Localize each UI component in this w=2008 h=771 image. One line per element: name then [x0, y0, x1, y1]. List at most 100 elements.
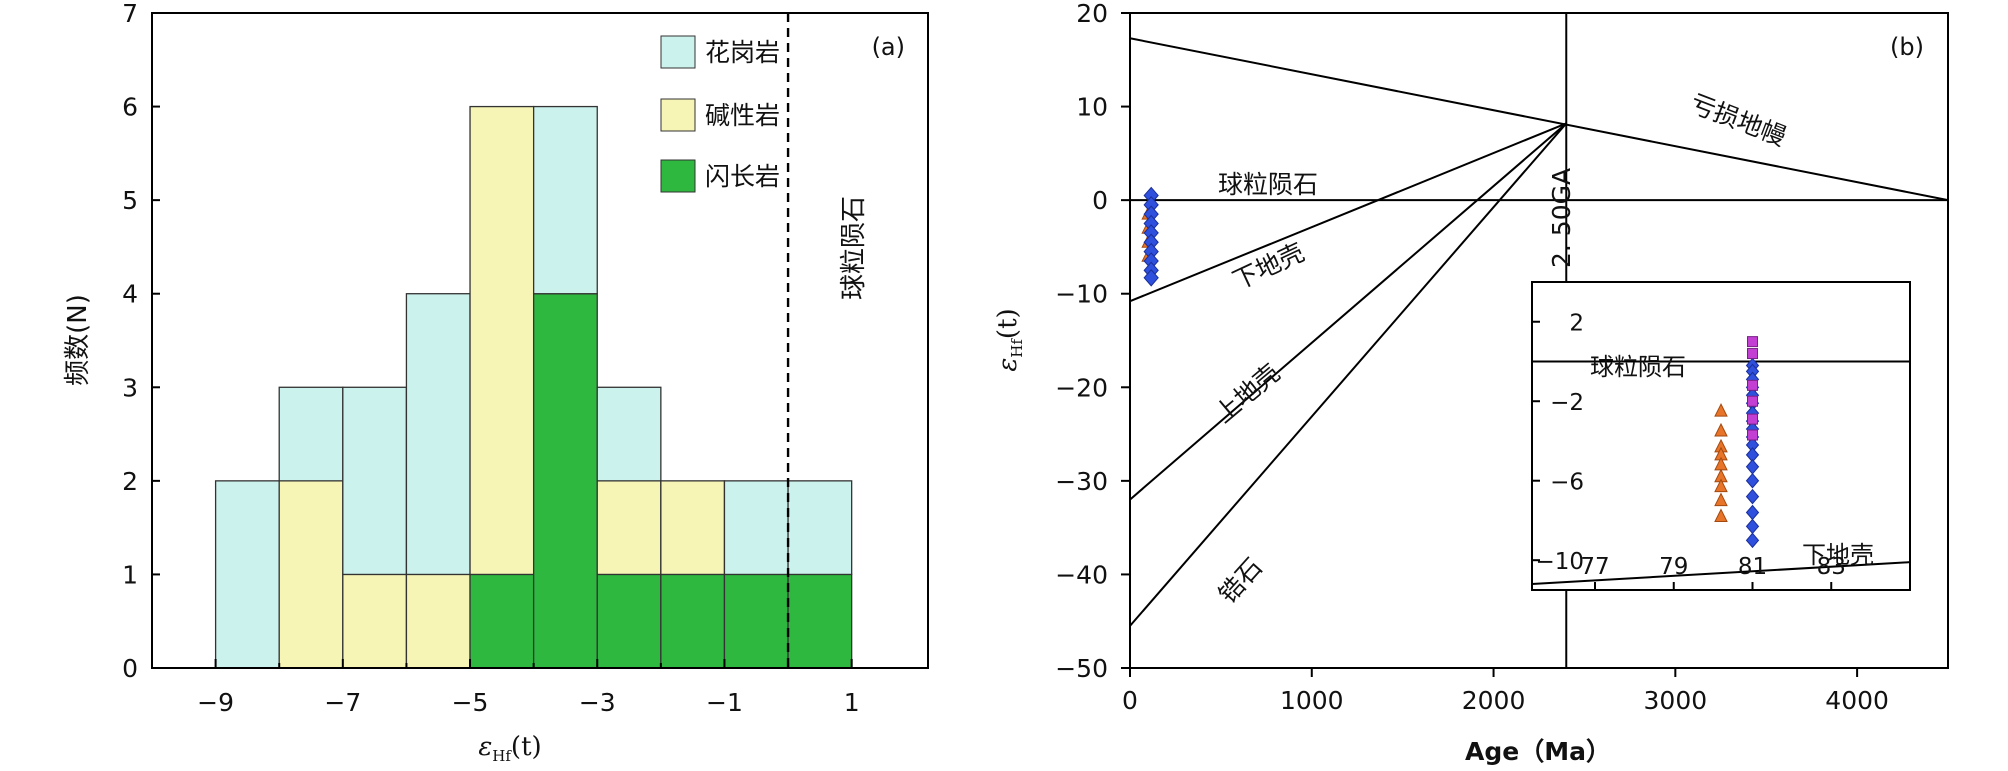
panel-a-legend: 花岗岩 碱性岩 闪长岩 [660, 35, 780, 193]
y-tick-label: 5 [122, 186, 138, 215]
inset-x-tick-label: 79 [1659, 554, 1688, 580]
y-tick-label: −50 [1055, 654, 1108, 683]
y-tick-label: −20 [1055, 373, 1108, 402]
inset-square-point [1747, 429, 1758, 441]
inset-triangle-point [1714, 422, 1728, 437]
inset-diamond-point [1745, 532, 1760, 549]
histogram-bar [787, 480, 853, 576]
x-axis-subscript: Hf [492, 747, 512, 765]
x-tick-label: −1 [706, 688, 743, 717]
panel-a-ticks: 0 1 2 3 4 5 6 7 −9 −7 −5 −3 −1 1 [122, 0, 860, 717]
inset-square-point [1747, 395, 1758, 407]
inset-square-point [1747, 348, 1758, 360]
x-tick-label: −3 [579, 688, 616, 717]
evolution-line [1129, 122, 1567, 501]
inset-y-tick-label: −10 [1535, 549, 1584, 575]
histogram-bar [596, 573, 662, 669]
y-axis-subscript: Hf [1008, 338, 1026, 358]
inset-square-point [1747, 336, 1758, 348]
panel-a-ref-line-label: 球粒陨石 [839, 196, 869, 300]
x-tick-label: 4000 [1825, 686, 1889, 715]
evolution-line [1129, 122, 1568, 627]
legend-label-granite: 花岗岩 [705, 38, 780, 67]
histogram-bar [278, 480, 344, 669]
histogram-bar [596, 386, 662, 482]
label-lower-crust: 下地壳 [1228, 237, 1308, 295]
x-tick-label: 1 [844, 688, 860, 717]
inset-diamond-point [1745, 472, 1760, 489]
y-tick-label: 2 [122, 467, 138, 496]
inset-square-point [1747, 413, 1758, 425]
inset-x-tick-label: 83 [1817, 554, 1846, 580]
y-tick-label: 20 [1076, 0, 1108, 28]
inset-triangle-point [1714, 492, 1728, 507]
histogram-bar [787, 573, 853, 669]
y-axis-symbol: ε [993, 358, 1023, 372]
inset-y-tick-label: −2 [1550, 390, 1584, 416]
inset-line [1531, 561, 1911, 586]
histogram-bar [342, 386, 408, 576]
inset-points [1714, 336, 1760, 549]
x-tick-label: 2000 [1462, 686, 1526, 715]
inset-label-chondrite: 球粒陨石 [1590, 353, 1686, 381]
diamond-point [1143, 269, 1159, 287]
y-tick-label: 10 [1076, 93, 1108, 122]
histogram-bar [723, 573, 789, 669]
histogram-bar [469, 105, 535, 576]
label-chondrite: 球粒陨石 [1218, 170, 1318, 199]
evolution-line [1129, 122, 1567, 303]
x-tick-label: −5 [452, 688, 489, 717]
y-tick-label: 4 [122, 280, 138, 309]
inset-x-tick-label: 77 [1580, 554, 1609, 580]
panel-b-frame [1129, 12, 1949, 669]
histogram-bar [342, 573, 408, 669]
legend-swatch-diorite [660, 159, 696, 193]
histogram-bar [405, 573, 471, 669]
inset-triangle-point [1714, 508, 1728, 522]
histogram-bar [469, 573, 535, 669]
inset-lines [1531, 360, 1911, 586]
y-tick-label: 7 [122, 0, 138, 28]
inset-label-lower-crust: 下地壳 [1802, 541, 1874, 569]
panel-b-points [1141, 186, 1159, 287]
x-tick-label: 1000 [1280, 686, 1344, 715]
inset-frame [1531, 281, 1911, 591]
label-zircon: 锆石 [1213, 552, 1268, 609]
x-tick-label: 0 [1122, 686, 1138, 715]
legend-label-diorite: 闪长岩 [705, 162, 780, 191]
panel-b-label: (b) [1890, 33, 1924, 61]
legend-label-alkaline: 碱性岩 [705, 101, 780, 130]
inset-triangle-point [1714, 403, 1728, 417]
panel-a-label: (a) [872, 33, 905, 61]
x-tick-label: 3000 [1644, 686, 1708, 715]
panel-b-ticks: −50 −40 −30 −20 −10 0 10 20 0 1000 2000 3000 4000 [1055, 0, 1889, 715]
x-axis-argument: (t) [511, 732, 542, 762]
inset-x-tick-label: 81 [1738, 554, 1767, 580]
y-tick-label: 6 [122, 93, 138, 122]
inset-y-tick-label: 2 [1569, 311, 1584, 337]
legend-swatch-alkaline [660, 98, 696, 132]
panel-a-bars [214, 105, 853, 669]
x-axis-symbol: ε [478, 732, 492, 762]
label-2-50ga: 2. 50GA [1547, 168, 1576, 268]
inset-y-tick-label: −6 [1550, 470, 1584, 496]
panel-a-y-axis-label: 频数(N) [63, 294, 93, 386]
y-tick-label: −30 [1055, 467, 1108, 496]
histogram-bar [214, 480, 280, 669]
x-tick-label: −9 [197, 688, 234, 717]
histogram-bar [596, 480, 662, 576]
y-axis-argument: (t) [993, 308, 1023, 339]
panel-a: 0 1 2 3 4 5 6 7 −9 −7 −5 −3 −1 1 (a) 球粒陨石 花岗岩 碱性岩 闪长岩… [63, 0, 929, 765]
histogram-bar [532, 105, 598, 295]
histogram-bar [532, 293, 598, 669]
panel-a-x-axis-label: εHf(t) [478, 732, 541, 765]
histogram-bar [660, 480, 726, 576]
y-tick-label: 3 [122, 373, 138, 402]
y-tick-label: 0 [122, 654, 138, 683]
legend-swatch-granite [660, 35, 696, 69]
inset-triangle-point [1714, 478, 1728, 493]
label-depleted-mantle: 亏损地幔 [1686, 89, 1790, 152]
histogram-bar [660, 573, 726, 669]
